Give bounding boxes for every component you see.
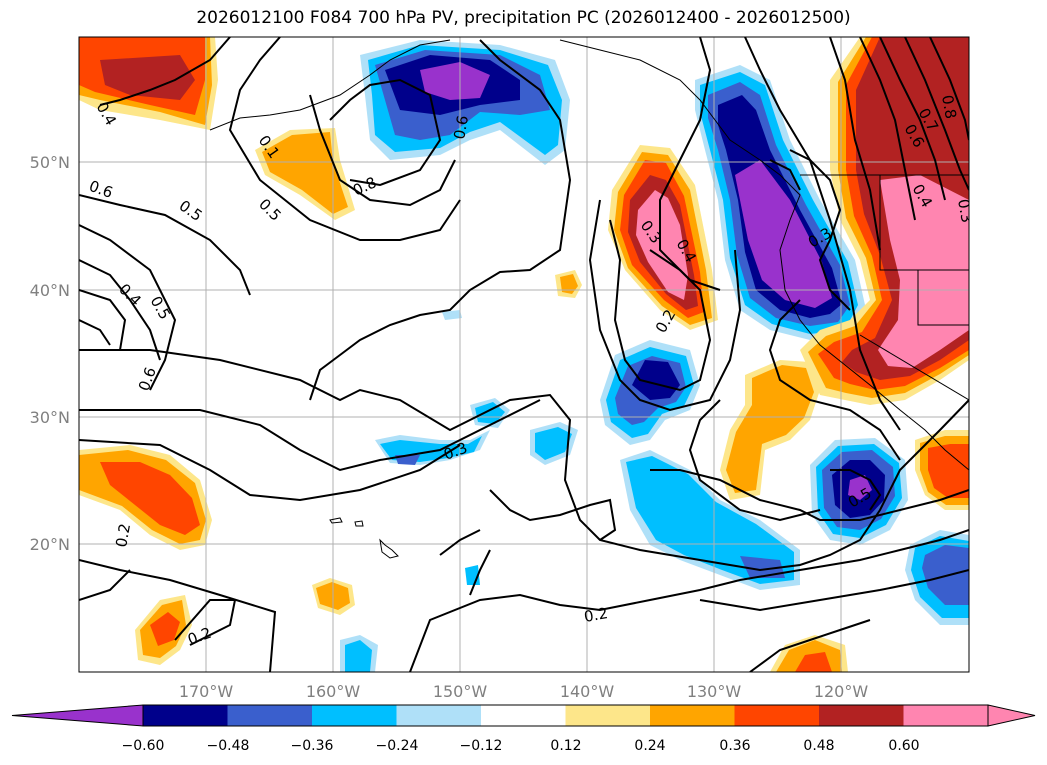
- colorbar-tick-label: −0.48: [207, 738, 250, 754]
- warm-anomaly-160w: [255, 128, 355, 220]
- warm-anomaly-western-us: [800, 37, 969, 405]
- lat-label: 20°N: [30, 535, 70, 554]
- colorbar-segment: [396, 705, 482, 726]
- colorbar-segments: [11, 704, 1036, 727]
- map-content: 0.4 0.6 0.5 0.5 0.4 0.5 0.6 0.2 0.1 0.8 …: [79, 37, 976, 672]
- colorbar-tick-label: −0.60: [122, 738, 165, 754]
- colorbar-segment: [819, 705, 904, 726]
- lat-label: 30°N: [30, 408, 70, 427]
- colorbar-segment: [143, 705, 228, 726]
- colorbar-segment: [312, 705, 397, 726]
- colorbar-tick-label: −0.12: [460, 738, 503, 754]
- colorbar-labels: −0.60 −0.48 −0.36 −0.24 −0.12 0.12 0.24 …: [122, 738, 920, 754]
- lon-label: 170°W: [179, 682, 234, 701]
- contour-label: 0.3: [954, 198, 976, 225]
- colorbar-tick-label: 0.36: [719, 738, 750, 754]
- colorbar-segment: [903, 705, 989, 726]
- cold-anomaly-small-patches: [340, 310, 578, 672]
- colorbar-segment: [734, 705, 820, 726]
- longitude-labels: 170°W 160°W 150°W 140°W 130°W 120°W: [179, 682, 869, 701]
- lat-label: 50°N: [30, 153, 70, 172]
- cold-anomaly-gulf-of-alaska: [360, 40, 570, 165]
- warm-anomaly-125w-12n: [770, 635, 848, 672]
- coastlines: [209, 39, 969, 559]
- warm-anomaly-142w-40n-core: [560, 274, 578, 294]
- colorbar-tick-label: 0.48: [803, 738, 834, 754]
- colorbar-tick-label: 0.24: [634, 738, 665, 754]
- warm-anomaly-175w-15n: [135, 595, 192, 665]
- cold-anomaly-west-coast: [695, 65, 865, 340]
- contour-label: 0.2: [112, 522, 134, 549]
- lon-label: 140°W: [560, 682, 615, 701]
- contour-label: 0.8: [938, 94, 960, 121]
- colorbar-tick-label: 0.60: [888, 738, 919, 754]
- lon-label: 130°W: [687, 682, 742, 701]
- colorbar-segment: [481, 705, 566, 726]
- colorbar: −0.60 −0.48 −0.36 −0.24 −0.12 0.12 0.24 …: [11, 704, 1036, 754]
- colorbar-segment: [565, 705, 651, 726]
- warm-anomaly-mexico: [915, 430, 969, 510]
- lon-label: 120°W: [814, 682, 869, 701]
- lon-label: 160°W: [306, 682, 361, 701]
- warm-anomaly-125w-28n: [720, 360, 820, 500]
- warm-anomaly-northwest: [79, 37, 218, 130]
- colorbar-outline: [142, 704, 989, 727]
- graticule: [79, 37, 969, 672]
- colorbar-tick-label: −0.24: [376, 738, 419, 754]
- figure-title: 2026012100 F084 700 hPa PV, precipitatio…: [196, 8, 851, 28]
- colorbar-extend-high: [987, 704, 1036, 727]
- cold-anomaly-135w-33n: [600, 340, 700, 445]
- warm-anomaly-135w: [608, 145, 718, 330]
- colorbar-extend-low: [11, 704, 144, 727]
- lon-label: 150°W: [433, 682, 488, 701]
- colorbar-tick-label: 0.12: [550, 738, 581, 754]
- warm-anomaly-southwest: [79, 445, 212, 550]
- contour-label: 0.2: [583, 604, 610, 626]
- map-frame: [78, 36, 970, 673]
- colorbar-tick-label: −0.36: [291, 738, 334, 754]
- lat-label: 40°N: [30, 281, 70, 300]
- pv-contours: [79, 37, 969, 672]
- latitude-labels: 50°N 40°N 30°N 20°N: [30, 153, 70, 554]
- colorbar-segment: [227, 705, 313, 726]
- cold-anomaly-subtropical-band: [620, 450, 800, 590]
- colorbar-segment: [650, 705, 735, 726]
- contour-label: 0.6: [450, 114, 472, 141]
